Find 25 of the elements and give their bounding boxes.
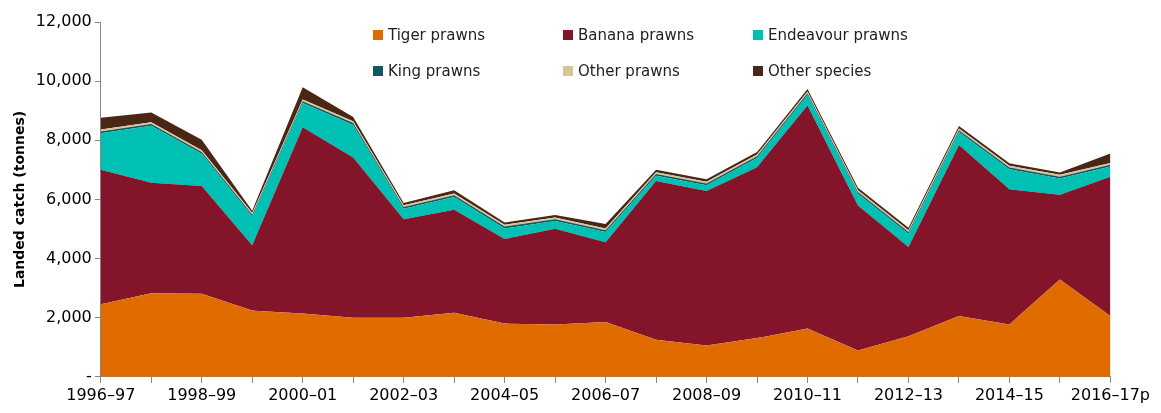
legend-label: Banana prawns — [578, 26, 695, 44]
x-tick-label: 2010–11 — [772, 384, 843, 404]
x-tick-label: 2008–09 — [672, 384, 742, 404]
y-tick-label: - — [86, 365, 92, 385]
x-tick-label: 1996–97 — [66, 384, 136, 404]
x-tick-label: 2006–07 — [571, 384, 641, 404]
y-tick-label: 2,000 — [45, 306, 92, 326]
y-tick-label: 6,000 — [45, 188, 92, 208]
legend-label: King prawns — [388, 62, 481, 80]
legend-label: Endeavour prawns — [768, 26, 908, 44]
x-tick-label: 2016–17p — [1070, 384, 1150, 404]
x-tick-label: 2000–01 — [268, 384, 338, 404]
legend-label: Tiger prawns — [388, 26, 486, 44]
y-tick-label: 12,000 — [35, 11, 92, 31]
x-tick-label: 2012–13 — [873, 384, 943, 404]
legend-label: Other prawns — [578, 62, 680, 80]
x-tick-label: 2002–03 — [369, 384, 439, 404]
x-tick-label: 2014–15 — [974, 384, 1044, 404]
y-axis-title: Landed catch (tonnes) — [11, 110, 28, 288]
x-tick-label: 1998–99 — [167, 384, 237, 404]
x-tick-label: 2004–05 — [470, 384, 540, 404]
y-tick-label: 8,000 — [45, 129, 92, 149]
y-tick-label: 10,000 — [35, 70, 92, 90]
legend-label: Other species — [768, 62, 872, 80]
y-tick-label: 4,000 — [45, 247, 92, 267]
